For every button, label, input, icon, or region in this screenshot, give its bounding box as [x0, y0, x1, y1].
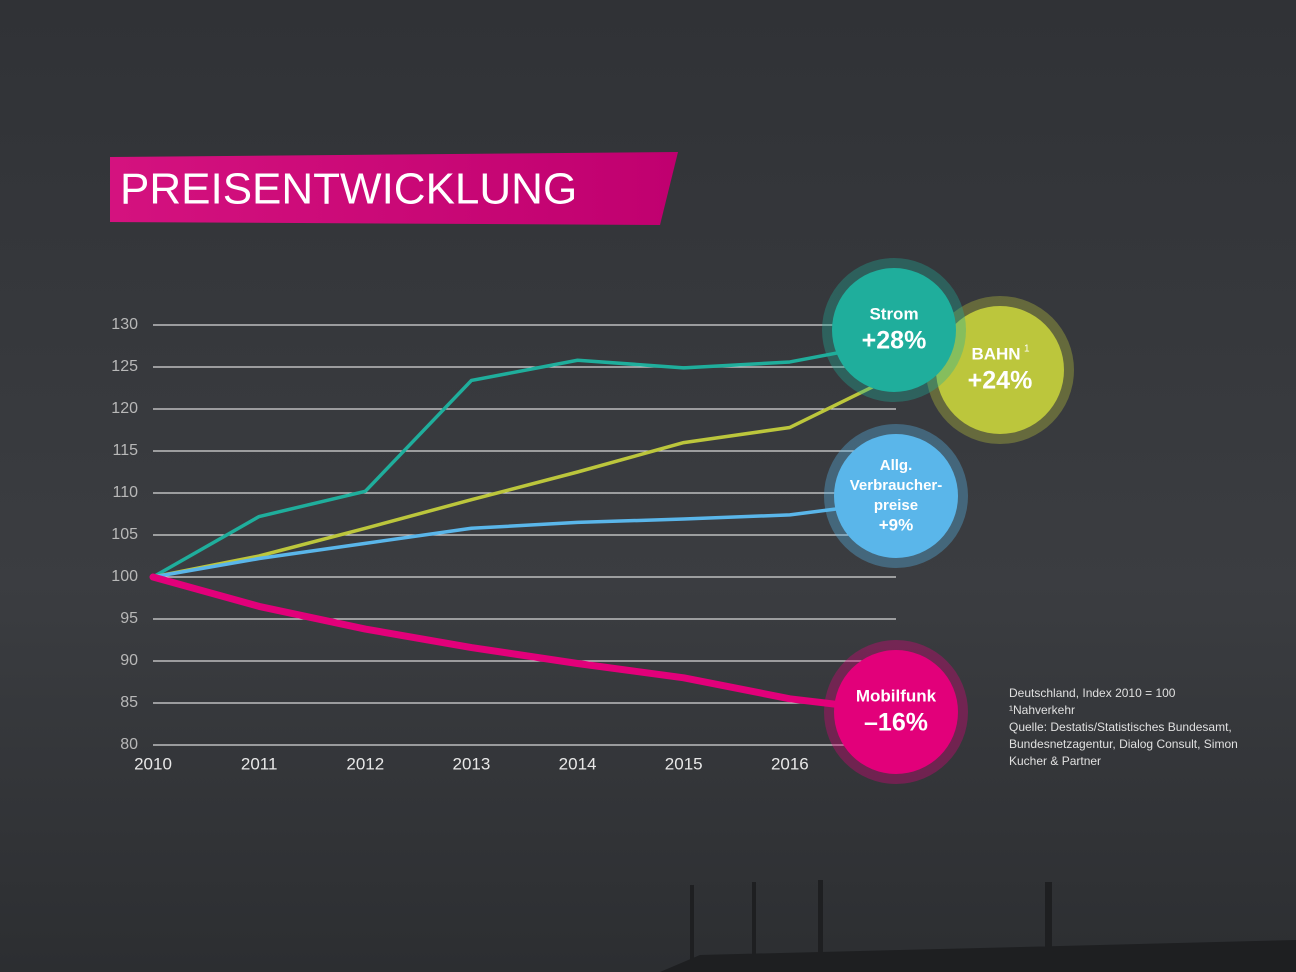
- title-banner: [110, 152, 678, 225]
- bubble-name: preise: [874, 497, 918, 514]
- bubble-core: [936, 306, 1064, 434]
- bubble-value: +9%: [879, 515, 914, 534]
- x-tick-label: 2010: [134, 754, 172, 773]
- bubble-name: BAHN: [971, 344, 1020, 363]
- y-tick-label: 110: [112, 484, 138, 501]
- x-tick-label: 2016: [771, 754, 809, 773]
- bubble-name: Verbraucher-: [850, 477, 943, 494]
- bubble-value: +28%: [862, 327, 927, 355]
- bubble-core: [834, 434, 958, 558]
- line: [151, 499, 898, 579]
- x-tick-label: 2014: [559, 754, 597, 773]
- y-tick-label: 95: [120, 610, 138, 627]
- note: ¹Nahverkehr: [1009, 703, 1075, 717]
- note: Kucher & Partner: [1009, 754, 1101, 768]
- y-tick-label: 105: [111, 526, 138, 543]
- x-tick-label: 2011: [241, 754, 278, 773]
- y-tick-label: 130: [111, 316, 138, 333]
- bubble-core: [832, 268, 956, 392]
- bubble: Mobilfunk –16%: [824, 640, 968, 784]
- note: Bundesnetzagentur, Dialog Consult, Simon: [1009, 737, 1238, 751]
- y-tick-label: 90: [120, 652, 138, 669]
- y-tick-label: 120: [111, 400, 138, 417]
- bubble-name: Allg.: [880, 457, 913, 474]
- bubble-value: +24%: [968, 367, 1033, 395]
- line: [151, 340, 898, 579]
- note-mark: 1: [1024, 344, 1030, 355]
- line: [151, 373, 898, 579]
- bubble-core: [834, 650, 958, 774]
- bubble: Strom +28%: [822, 258, 966, 402]
- y-tick-label: 125: [111, 358, 138, 375]
- bubble-name: Strom: [869, 304, 918, 323]
- bubble-name: Mobilfunk: [856, 686, 937, 705]
- y-tick-label: 85: [120, 694, 138, 711]
- chart-title: PREISENTWICKLUNG: [120, 165, 577, 214]
- bubble-value: –16%: [864, 709, 928, 737]
- line: [149, 573, 900, 715]
- x-tick-label: 2012: [346, 754, 384, 773]
- x-tick-label: 2013: [453, 754, 491, 773]
- note: Deutschland, Index 2010 = 100: [1009, 686, 1176, 700]
- y-tick-label: 80: [120, 736, 138, 753]
- bubble: BAHN 1 +24%: [926, 296, 1074, 444]
- y-tick-label: 115: [112, 442, 138, 459]
- bubble: Allg. Verbraucher-preise+9%: [824, 424, 968, 568]
- y-tick-label: 100: [111, 568, 138, 585]
- x-tick-label: 2015: [665, 754, 703, 773]
- note: Quelle: Destatis/Statistisches Bundesamt…: [1009, 720, 1232, 734]
- skyline: [660, 880, 1296, 972]
